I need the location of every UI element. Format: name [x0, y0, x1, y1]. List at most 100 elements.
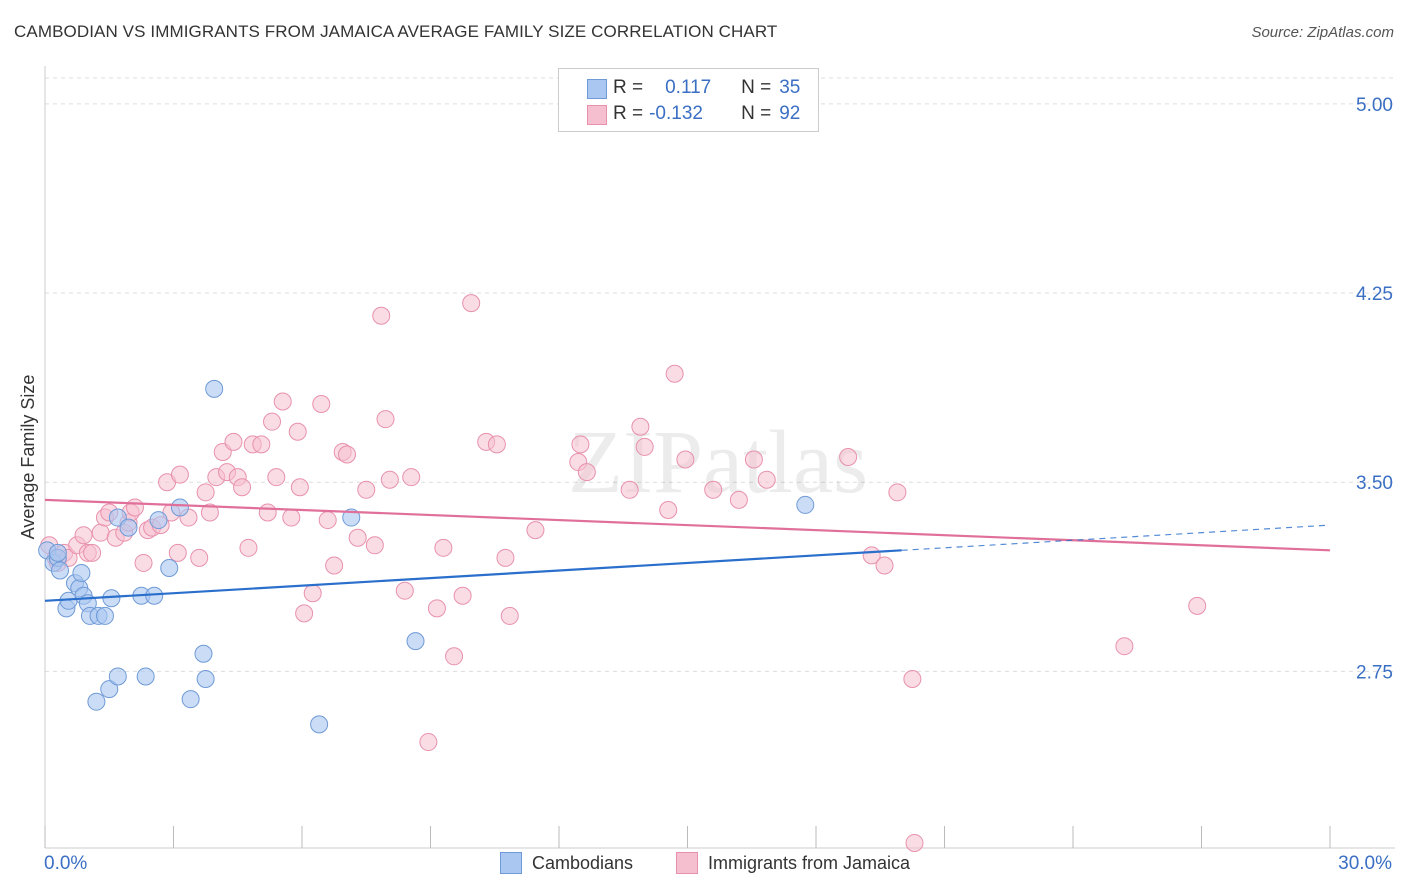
legend-label: Cambodians [532, 852, 634, 873]
cambodian-point [342, 508, 361, 527]
jamaica-point [196, 483, 215, 502]
grid-lines [45, 77, 1395, 672]
jamaica-point [258, 503, 277, 522]
cambodian-point [181, 690, 200, 709]
jamaica-point [290, 478, 309, 497]
jamaica-point [380, 470, 399, 489]
stats-legend: R = 0.117 N = 35 R = -0.132 N = 92 [558, 68, 819, 132]
jamaica-point [74, 526, 93, 545]
jamaica-point [170, 465, 189, 484]
jamaica-point [635, 437, 654, 456]
cambodian-point [100, 680, 119, 699]
jamaica-point [83, 543, 102, 562]
jamaica-point [288, 422, 307, 441]
n-label: N = [741, 103, 772, 124]
jamaica-point [348, 528, 367, 547]
jamaica-point [676, 450, 695, 469]
cambodian-point [48, 543, 67, 562]
jamaica-point [282, 508, 301, 527]
jamaica-point [620, 480, 639, 499]
x-tick-label: 0.0% [44, 853, 87, 874]
jamaica-point [903, 669, 922, 688]
source-label: Source: ZipAtlas.com [1251, 24, 1394, 41]
jamaica-point [395, 581, 414, 600]
cambodian-point [170, 498, 189, 517]
cambodian-trendline-extension [901, 524, 1331, 551]
chart-title: CAMBODIAN VS IMMIGRANTS FROM JAMAICA AVE… [14, 22, 778, 41]
cambodian-point [406, 632, 425, 651]
jamaica-point [427, 599, 446, 618]
legend-swatch-blue [500, 852, 522, 874]
jamaica-point [239, 538, 258, 557]
cambodian-point [108, 667, 127, 686]
jamaica-point [325, 556, 344, 575]
jamaica-point [462, 294, 481, 313]
jamaica-point [337, 445, 356, 464]
r-value: 0.117 [665, 77, 712, 98]
cambodian-point [95, 606, 114, 625]
jamaica-point [1115, 637, 1134, 656]
jamaica-point [500, 606, 519, 625]
axes [44, 66, 1395, 849]
cambodian-point [196, 669, 215, 688]
stats-row-jamaica: R = -0.132 N = 92 [587, 102, 800, 126]
jamaica-point [318, 511, 337, 530]
jamaica-point [91, 523, 110, 542]
cambodian-point [310, 715, 329, 734]
legend-item-jamaica: Immigrants from Jamaica [676, 852, 910, 874]
jamaica-point [577, 463, 596, 482]
legend-label: Immigrants from Jamaica [708, 852, 911, 873]
series-jamaica [40, 294, 1207, 852]
jamaica-point [729, 490, 748, 509]
y-tick-label: 2.75 [1356, 662, 1393, 683]
jamaica-point [134, 553, 153, 572]
y-tick-label: 3.50 [1356, 473, 1393, 494]
jamaica-point [453, 586, 472, 605]
y-axis-label: Average Family Size [18, 375, 38, 540]
n-label: N = [741, 77, 772, 98]
x-tick-label: 30.0% [1338, 853, 1392, 874]
jamaica-point [233, 478, 252, 497]
jamaica-point [419, 733, 438, 752]
jamaica-point [631, 417, 650, 436]
jamaica-point [496, 548, 515, 567]
jamaica-point [200, 503, 219, 522]
tick-labels: 2.75 3.50 4.25 5.00 0.0% 30.0% Average Family … [18, 95, 1393, 874]
legend-swatch-blue [587, 79, 607, 99]
legend-item-cambodians: Cambodians [500, 852, 633, 874]
jamaica-point [659, 500, 678, 519]
cambodian-trendline [44, 549, 902, 602]
jamaica-point [487, 435, 506, 454]
r-value: -0.132 [649, 103, 703, 124]
jamaica-point [372, 306, 391, 325]
jamaica-point [168, 543, 187, 562]
jamaica-point [571, 435, 590, 454]
series-cambodians [38, 379, 815, 734]
jamaica-point [905, 833, 924, 852]
legend-swatch-pink [676, 852, 698, 874]
jamaica-point [445, 647, 464, 666]
stats-row-cambodians: R = 0.117 N = 35 [587, 76, 801, 100]
jamaica-point [757, 470, 776, 489]
cambodian-point [160, 558, 179, 577]
jamaica-point [263, 412, 282, 431]
trend-lines [44, 498, 1331, 602]
n-value: 35 [779, 77, 801, 98]
jamaica-point [704, 480, 723, 499]
jamaica-point [252, 435, 271, 454]
jamaica-point [665, 364, 684, 383]
jamaica-point [312, 395, 331, 414]
cambodian-point [205, 379, 224, 398]
jamaica-point [744, 450, 763, 469]
jamaica-point [365, 536, 384, 555]
y-tick-label: 4.25 [1356, 284, 1393, 305]
cambodian-point [149, 511, 168, 530]
jamaica-point [376, 410, 395, 429]
cambodian-point [194, 644, 213, 663]
jamaica-trendline [44, 498, 1331, 552]
cambodian-point [87, 692, 106, 711]
jamaica-point [875, 556, 894, 575]
jamaica-point [224, 432, 243, 451]
cambodian-point [119, 518, 138, 537]
